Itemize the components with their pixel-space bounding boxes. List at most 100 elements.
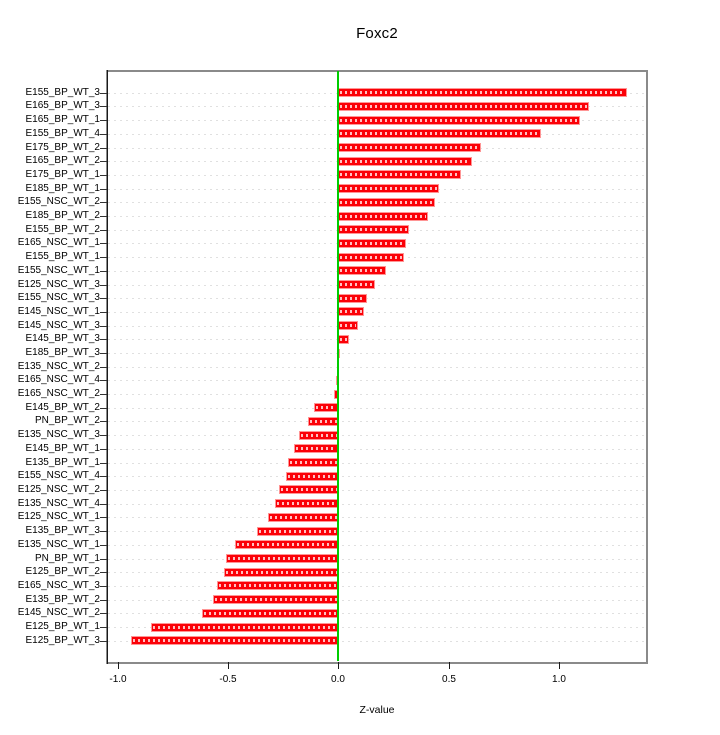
grid-line (108, 449, 646, 450)
y-tick-label: E145_NSC_WT_2 (17, 607, 100, 618)
y-tick-label: E155_NSC_WT_1 (17, 265, 100, 276)
x-tick-label: 0.0 (331, 674, 345, 685)
bar (338, 280, 375, 289)
bar (338, 102, 589, 111)
y-tick (100, 367, 107, 368)
y-tick-label: E135_BP_WT_2 (25, 594, 101, 605)
bar (338, 129, 541, 138)
bar (338, 266, 386, 275)
bar-dash-pattern (340, 255, 402, 259)
y-tick-label: E145_BP_WT_3 (25, 333, 101, 344)
bar-dash-pattern (316, 405, 336, 409)
bar (338, 239, 406, 248)
y-tick-label: E145_BP_WT_1 (25, 443, 101, 454)
y-tick-label: E145_NSC_WT_3 (17, 320, 100, 331)
bar-dash-pattern (228, 556, 336, 560)
y-tick-label: E135_BP_WT_1 (25, 457, 101, 468)
grid-line (108, 367, 646, 368)
y-tick (100, 189, 107, 190)
y-tick-label: E125_BP_WT_3 (25, 635, 101, 646)
y-tick-label: E185_BP_WT_2 (25, 210, 101, 221)
bar-dash-pattern (340, 145, 479, 149)
y-tick (100, 463, 107, 464)
bar (131, 636, 338, 645)
bar-dash-pattern (237, 542, 337, 546)
bar (294, 444, 338, 453)
bar (288, 458, 339, 467)
bar (286, 472, 339, 481)
y-tick-label: E155_BP_WT_2 (25, 224, 101, 235)
y-tick-label: E135_BP_WT_3 (25, 525, 101, 536)
grid-line (108, 559, 646, 560)
y-tick (100, 285, 107, 286)
bar-dash-pattern (277, 501, 337, 505)
y-tick (100, 435, 107, 436)
y-tick-label: E135_NSC_WT_4 (17, 498, 100, 509)
bar (314, 403, 338, 412)
bar (275, 499, 339, 508)
bar (338, 335, 349, 344)
x-tick-label: -0.5 (219, 674, 237, 685)
grid-line (108, 613, 646, 614)
bar (338, 307, 364, 316)
bar-dash-pattern (340, 241, 404, 245)
y-tick (100, 490, 107, 491)
bar-dash-pattern (133, 638, 336, 642)
bar-dash-pattern (340, 214, 426, 218)
x-tick-label: 0.5 (442, 674, 456, 685)
y-tick-label: E175_BP_WT_1 (25, 169, 101, 180)
grid-line (108, 476, 646, 477)
bar-dash-pattern (215, 597, 337, 601)
y-tick (100, 600, 107, 601)
bar (202, 609, 339, 618)
bar-dash-pattern (296, 446, 336, 450)
y-tick-label: PN_BP_WT_2 (34, 415, 100, 426)
bar (338, 88, 627, 97)
grid-line (108, 326, 646, 327)
y-tick-label: E125_NSC_WT_3 (17, 279, 100, 290)
bar-dash-pattern (226, 570, 337, 574)
y-tick (100, 216, 107, 217)
bar (338, 294, 367, 303)
bar (338, 225, 409, 234)
bar-dash-pattern (340, 296, 365, 300)
bar (308, 417, 339, 426)
y-tick-label: E165_NSC_WT_1 (17, 237, 100, 248)
y-tick (100, 517, 107, 518)
y-tick (100, 312, 107, 313)
y-tick-label: E125_BP_WT_2 (25, 566, 101, 577)
y-tick (100, 408, 107, 409)
zero-line (337, 71, 339, 661)
grid-line (108, 421, 646, 422)
y-tick (100, 326, 107, 327)
x-tick (118, 662, 119, 669)
y-tick (100, 531, 107, 532)
bar-dash-pattern (340, 90, 625, 94)
y-tick (100, 257, 107, 258)
y-tick-label: E125_NSC_WT_1 (17, 511, 100, 522)
bar-dash-pattern (340, 172, 459, 176)
y-tick-label: E165_NSC_WT_3 (17, 580, 100, 591)
y-tick (100, 545, 107, 546)
bar (151, 623, 338, 632)
y-tick (100, 202, 107, 203)
bar-dash-pattern (340, 337, 347, 341)
y-tick (100, 613, 107, 614)
grid-line (108, 408, 646, 409)
grid-line (108, 517, 646, 518)
x-tick-label: -1.0 (109, 674, 127, 685)
y-tick (100, 476, 107, 477)
bar-dash-pattern (340, 118, 578, 122)
y-tick-label: E175_BP_WT_2 (25, 142, 101, 153)
bar (338, 143, 481, 152)
y-tick (100, 394, 107, 395)
bar (338, 321, 358, 330)
y-tick (100, 641, 107, 642)
bar-dash-pattern (301, 433, 337, 437)
bar (224, 568, 339, 577)
x-axis-title: Z-value (359, 704, 395, 716)
bar-dash-pattern (259, 529, 337, 533)
bar-dash-pattern (290, 460, 337, 464)
grid-line (108, 490, 646, 491)
grid-line (108, 285, 646, 286)
